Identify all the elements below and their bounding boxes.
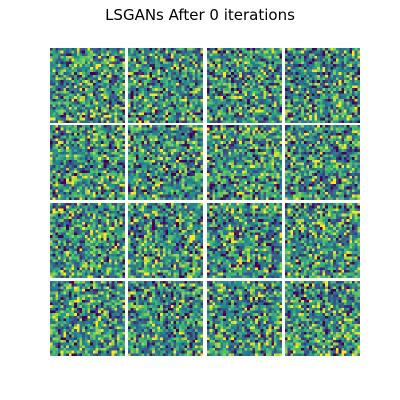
- sample-tile: [207, 203, 282, 278]
- sample-tile: [50, 281, 125, 356]
- sample-image-grid: [50, 48, 361, 356]
- sample-tile: [128, 125, 203, 200]
- sample-noise-image: [285, 203, 360, 278]
- figure-title: LSGANs After 0 iterations: [105, 6, 295, 24]
- sample-noise-image: [50, 48, 125, 123]
- sample-noise-image: [207, 203, 282, 278]
- sample-tile: [128, 48, 203, 123]
- sample-noise-image: [285, 125, 360, 200]
- sample-tile: [285, 125, 360, 200]
- sample-noise-image: [285, 281, 360, 356]
- sample-tile: [50, 203, 125, 278]
- sample-noise-image: [128, 125, 203, 200]
- sample-noise-image: [128, 48, 203, 123]
- sample-tile: [50, 48, 125, 123]
- sample-tile: [285, 203, 360, 278]
- sample-tile: [207, 125, 282, 200]
- sample-tile: [128, 203, 203, 278]
- sample-noise-image: [128, 203, 203, 278]
- sample-tile: [285, 281, 360, 356]
- sample-tile: [50, 125, 125, 200]
- sample-noise-image: [207, 281, 282, 356]
- sample-noise-image: [207, 125, 282, 200]
- sample-noise-image: [207, 48, 282, 123]
- sample-tile: [285, 48, 360, 123]
- sample-noise-image: [50, 281, 125, 356]
- sample-noise-image: [285, 48, 360, 123]
- sample-noise-image: [50, 203, 125, 278]
- sample-noise-image: [50, 125, 125, 200]
- sample-noise-image: [128, 281, 203, 356]
- sample-tile: [128, 281, 203, 356]
- sample-tile: [207, 281, 282, 356]
- sample-tile: [207, 48, 282, 123]
